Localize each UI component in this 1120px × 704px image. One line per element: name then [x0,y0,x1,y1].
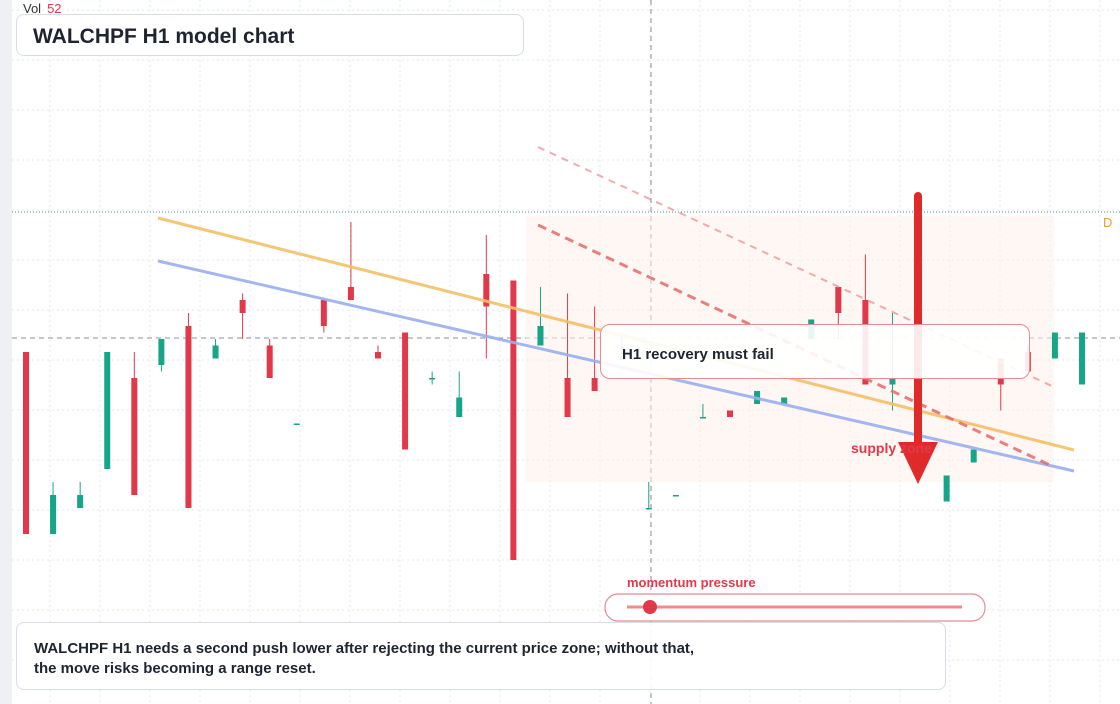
volume-value: 52 [47,1,62,16]
candle-body [699,417,706,419]
volume-readout: Vol 52 [23,1,62,16]
candle-body [402,332,409,450]
right-marker-label: D [1103,215,1112,230]
analysis-note-text: WALCHPF H1 needs a second push lower aft… [34,640,695,677]
candles [23,222,1085,560]
candle-body [835,287,842,313]
candle-body [672,495,679,497]
candle-body [239,300,246,313]
candle-body [50,495,57,534]
volume-label: Vol [23,1,42,16]
candle-body [781,397,788,404]
candle-body [510,280,517,560]
candle-body [212,345,219,359]
candle-body [1079,332,1085,385]
candle-body [591,378,598,391]
arrow-head [898,442,938,484]
candle-body [293,423,300,425]
momentum-pressure-gauge [604,593,986,622]
down-arrow-icon [898,192,938,484]
candle-body [320,300,327,326]
candle-body [456,397,463,417]
chart-title: WALCHPF H1 model chart [33,25,295,48]
chart-title-box: WALCHPF H1 model chart [16,14,524,56]
candle-body [970,449,977,463]
candle-body [266,345,273,378]
candle-body [943,475,950,502]
momentum-pressure-label: momentum pressure [627,575,756,590]
candle-body [185,326,192,508]
candle-body [429,378,436,380]
candle-body [1051,332,1058,359]
candle-body [483,274,490,307]
candle-body [131,378,138,495]
candle-body [158,339,165,365]
analysis-note: WALCHPF H1 needs a second push lower aft… [16,622,946,690]
recovery-callout: H1 recovery must fail [600,324,1030,379]
left-gutter [0,0,12,704]
candle-body [889,378,896,385]
red-dashed-resistance [537,223,1055,469]
candle-body [23,352,29,534]
candle-body [375,352,381,359]
candle-body [537,326,544,346]
candle-body [347,287,354,300]
supply-zone-label: supply zone [851,440,932,456]
candle-body [104,352,111,469]
candle-body [727,410,733,417]
candle-body [645,508,652,510]
momentum-knob [643,600,657,614]
candle-body [77,495,84,508]
candle-body [564,378,571,417]
callout-text: H1 recovery must fail [622,346,774,363]
